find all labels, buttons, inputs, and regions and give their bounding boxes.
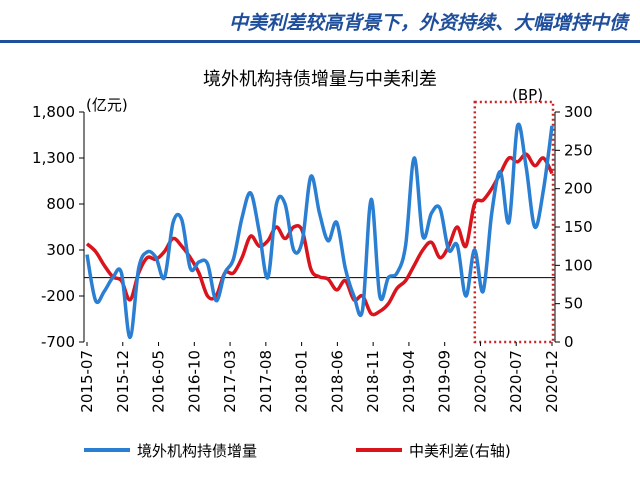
right-tick-label: 250 — [564, 141, 593, 159]
left-tick-label: -200 — [41, 287, 75, 305]
left-tick-label: 1,800 — [32, 103, 75, 121]
right-tick-label: 100 — [564, 256, 593, 274]
x-tick-label: 2019-09 — [436, 350, 454, 413]
spread-line — [85, 152, 554, 317]
x-tick-label: 2015-12 — [114, 350, 132, 413]
x-tick-label: 2016-10 — [185, 350, 203, 413]
x-tick-label: 2018-11 — [364, 350, 382, 413]
banner-title: 中美利差较高背景下，外资持续、大幅增持中债 — [228, 12, 628, 34]
right-tick-label: 0 — [564, 333, 574, 351]
legend: 境外机构持债增量 中美利差(右轴) — [84, 442, 511, 460]
right-axis-unit: (BP) — [512, 86, 543, 104]
x-tick-label: 2020-07 — [507, 350, 525, 413]
series-layer — [85, 122, 554, 340]
holdings-line — [85, 122, 554, 340]
x-tick-label: 2017-03 — [221, 350, 239, 413]
right-tick-label: 150 — [564, 218, 593, 236]
left-tick-label: 1,300 — [32, 149, 75, 167]
highlight-box — [473, 100, 555, 344]
chart-title: 境外机构持债增量与中美利差 — [203, 69, 437, 90]
x-tick-label: 2015-07 — [78, 350, 96, 413]
x-tick-label: 2018-06 — [328, 350, 346, 413]
right-tick-label: 50 — [564, 295, 583, 313]
right-tick-label: 200 — [564, 180, 593, 198]
legend-label-spread: 中美利差(右轴) — [409, 442, 511, 460]
left-axis-unit: (亿元) — [86, 96, 128, 114]
left-tick-label: 800 — [46, 195, 75, 213]
x-tick-label: 2017-08 — [257, 350, 275, 413]
left-tick-label: 300 — [46, 241, 75, 259]
legend-label-holdings: 境外机构持债增量 — [137, 442, 257, 460]
x-tick-label: 2019-04 — [400, 350, 418, 413]
axes: -700 -200 300 800 1,300 1,800 0 50 100 150 200 250 3… — [32, 103, 593, 413]
x-tick-label: 2020-02 — [471, 350, 489, 413]
left-tick-label: -700 — [41, 333, 75, 351]
banner-rule — [0, 40, 640, 43]
x-tick-label: 2016-05 — [150, 350, 168, 413]
x-tick-label: 2020-12 — [543, 350, 561, 413]
x-tick-label: 2018-01 — [293, 350, 311, 413]
right-tick-label: 300 — [564, 103, 593, 121]
